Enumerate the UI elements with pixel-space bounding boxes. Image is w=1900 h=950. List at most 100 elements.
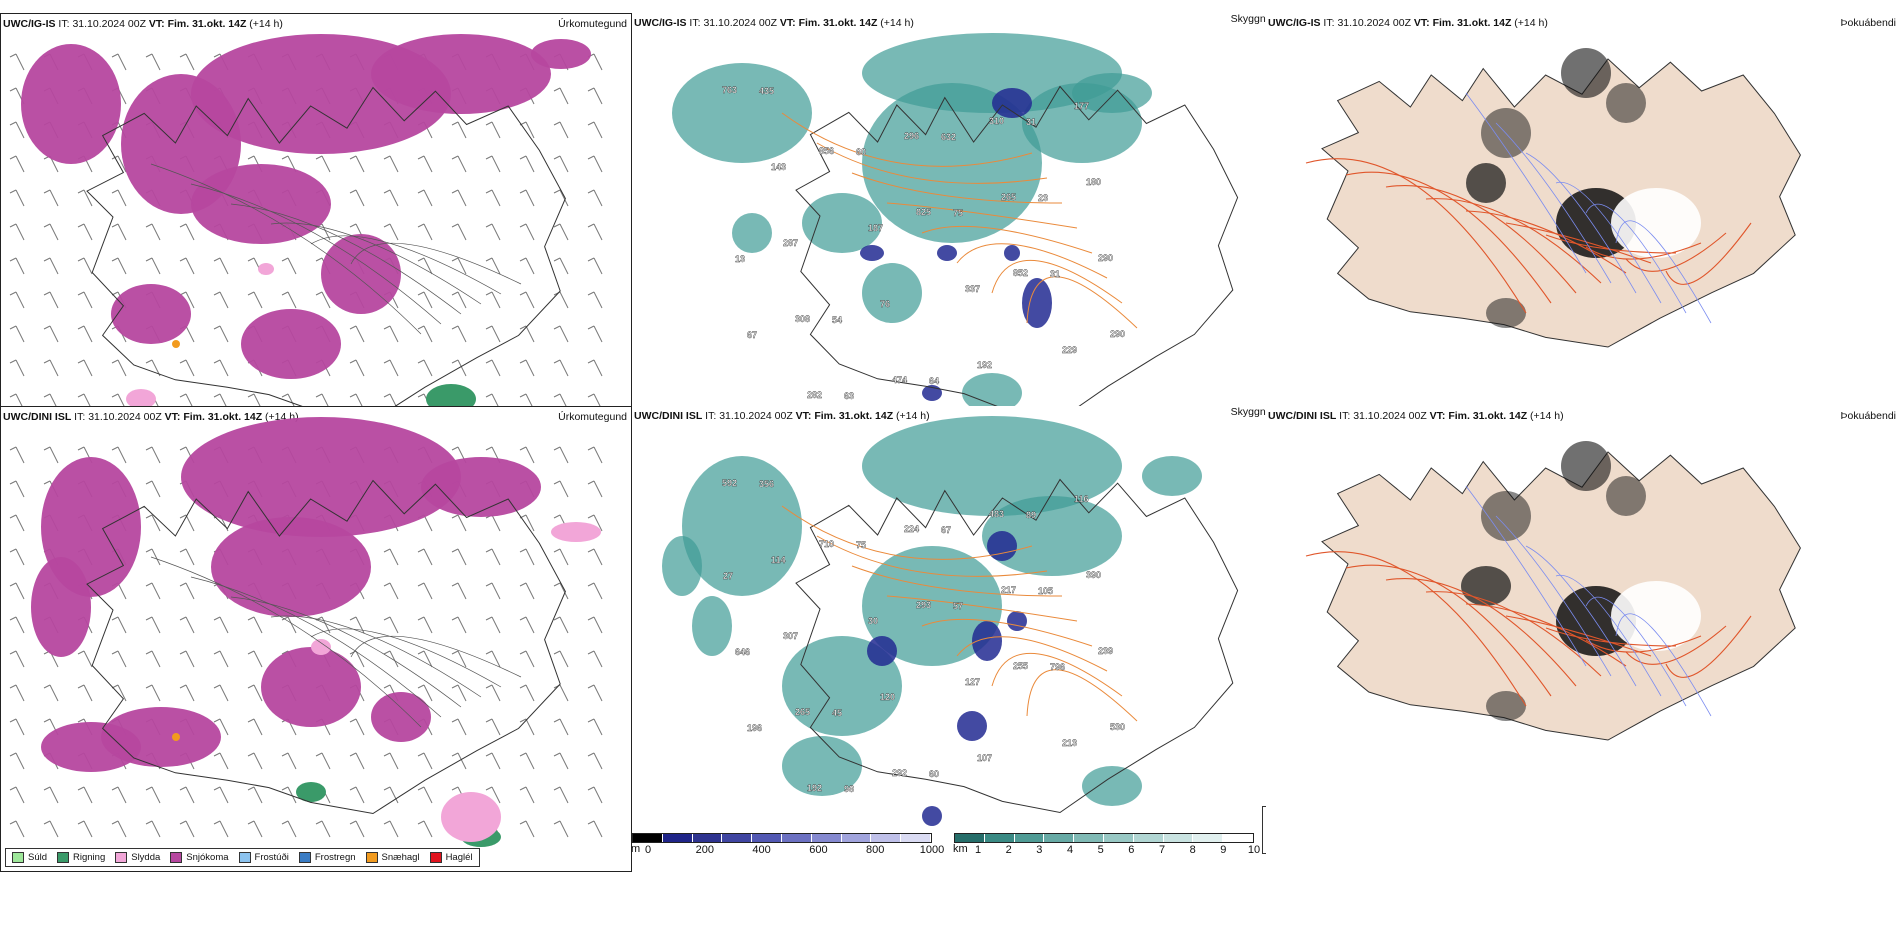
snow-area: [241, 309, 341, 379]
low-ceiling-area: [867, 636, 897, 666]
panel-title: Skyggni: [1230, 406, 1268, 418]
header-lead: (+14 h): [249, 18, 283, 30]
wind-barb: [77, 325, 93, 343]
wind-barb: [111, 189, 127, 207]
wind-barb: [553, 223, 569, 241]
colorbar-tick-label: 2: [1005, 844, 1012, 856]
wind-barb: [553, 189, 569, 207]
ceiling-label: 310: [989, 116, 1004, 126]
ceiling-label: 63: [844, 391, 854, 401]
colorbar-tick-label: 3: [1036, 844, 1043, 856]
wind-barb: [77, 291, 93, 309]
wind-barb: [179, 684, 195, 702]
ceiling-label: 592: [722, 478, 737, 488]
visibility-map: 763 856 825 852 290 282 296 265 290 308 474 310 180 2…: [672, 33, 1239, 421]
legend-label: Snæhagl: [381, 852, 420, 863]
low-ceiling-area: [957, 711, 987, 741]
colorbar-tick-label: 600: [809, 844, 828, 856]
snow-area: [321, 234, 401, 314]
header-it-label: IT:: [1339, 410, 1351, 422]
wind-barb: [281, 786, 297, 804]
ceiling-label: 290: [1098, 253, 1113, 263]
wind-barb: [587, 650, 603, 668]
low-ceiling-area: [972, 621, 1002, 661]
header-vt-label: VT:: [1429, 410, 1446, 422]
river-line: [1465, 92, 1587, 274]
low-visibility-area: [1142, 456, 1202, 496]
wind-barb: [281, 291, 297, 309]
ceiling-label: 337: [965, 284, 980, 294]
wind-barb: [179, 514, 195, 532]
wind-barb: [315, 752, 331, 770]
wind-barb: [383, 155, 399, 173]
road-line: [1545, 627, 1677, 647]
snow-pellet-spot: [172, 340, 180, 348]
low-visibility-area: [672, 63, 812, 163]
wind-barb: [145, 223, 161, 241]
wind-barb: [519, 291, 535, 309]
legend-label: Snjókoma: [186, 852, 229, 863]
wind-barb: [451, 514, 467, 532]
road-line: [1385, 578, 1577, 687]
wind-barb: [383, 582, 399, 600]
ceiling-label: 54: [832, 315, 842, 325]
colorbar-tick-label: 1: [974, 844, 982, 856]
wind-barb: [587, 223, 603, 241]
wind-barb: [383, 786, 399, 804]
wind-barb: [451, 582, 467, 600]
visibility-ceiling-panel: UWC/IG-IS IT: 31.10.2024 00Z VT: Fim. 31…: [632, 13, 1272, 483]
iceland-coastline: [795, 478, 1239, 814]
low-ceiling-area: [860, 245, 884, 261]
ceiling-label: 213: [1062, 738, 1077, 748]
header-lead: (+14 h): [880, 17, 914, 29]
wind-barb: [179, 786, 195, 804]
legend-label: Rigning: [73, 852, 106, 863]
road-line: [991, 260, 1123, 304]
wind-barb: [417, 291, 433, 309]
ceiling-label: 356: [759, 479, 774, 489]
ceiling-label: 89: [1026, 510, 1036, 520]
river-line: [1585, 596, 1687, 707]
header-vt-label: VT:: [1413, 17, 1430, 29]
low-ceiling-area: [992, 88, 1032, 118]
wind-barb: [9, 359, 25, 377]
header-model: UWC/IG-IS: [3, 18, 56, 30]
wind-barb: [349, 359, 365, 377]
wind-barb: [111, 786, 127, 804]
wind-barb: [519, 155, 535, 173]
wind-barb: [9, 53, 25, 71]
fog-intensity-area: [1486, 691, 1526, 721]
wind-barb: [417, 582, 433, 600]
road-line: [350, 242, 522, 285]
legend-item: Rigning: [57, 852, 105, 863]
wind-barb: [145, 514, 161, 532]
legend-swatch: [429, 852, 442, 863]
visibility-ceiling-panel: UWC/DINI ISL IT: 31.10.2024 00Z VT: Fim.…: [632, 406, 1272, 876]
wind-barb: [485, 582, 501, 600]
low-visibility-area: [1082, 766, 1142, 806]
ceiling-label: 23: [1038, 193, 1048, 203]
road-line: [150, 163, 422, 335]
wind-barb: [383, 820, 399, 838]
sleet-area: [311, 639, 331, 655]
wind-barb: [485, 718, 501, 736]
wind-barb: [417, 189, 433, 207]
wind-barb: [111, 257, 127, 275]
wind-barb: [9, 718, 25, 736]
ceiling-label: 76: [880, 299, 890, 309]
road-line: [190, 183, 442, 325]
ceiling-label: 710: [819, 539, 834, 549]
ceiling-label: 31: [1050, 269, 1060, 279]
wind-barb: [587, 189, 603, 207]
wind-barb: [485, 189, 501, 207]
panel-header: UWC/IG-IS IT: 31.10.2024 00Z VT: Fim. 31…: [3, 18, 283, 30]
header-vt-value: Fim. 31.okt. 14Z: [1448, 410, 1528, 422]
fog-index-panel: UWC/DINI ISL IT: 31.10.2024 00Z VT: Fim.…: [1266, 406, 1900, 876]
river-line: [1495, 122, 1612, 284]
road-line: [1545, 234, 1677, 254]
road-line: [1665, 615, 1752, 678]
ceiling-label: 64: [929, 376, 939, 386]
wind-barb: [9, 582, 25, 600]
wind-barb: [111, 53, 127, 71]
wind-barb: [519, 684, 535, 702]
